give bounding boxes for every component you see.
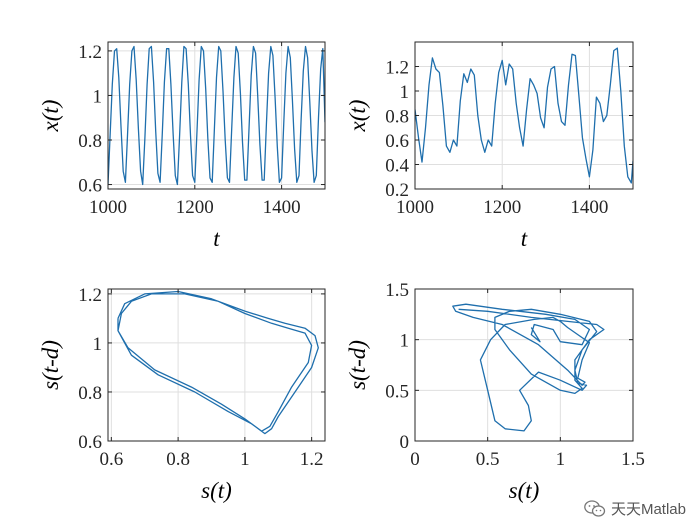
series-line bbox=[117, 290, 319, 435]
grid bbox=[108, 289, 325, 442]
x-tick-label: 0.5 bbox=[476, 449, 500, 470]
y-axis-label: s(t-d) bbox=[38, 340, 63, 390]
subplot-bottom-right: 0 0.5 1 1.5 0 0.5 1 1.5 s(t) s(t-d) bbox=[345, 280, 645, 503]
subplot-bottom-left: 0.6 0.8 1 1.2 0.6 0.8 1 1.2 s(t) s(t-d) bbox=[38, 285, 326, 503]
x-tick-label: 1400 bbox=[263, 197, 301, 218]
x-tick-label: 0.6 bbox=[99, 449, 123, 470]
y-tick-label: 0.6 bbox=[385, 131, 409, 152]
y-tick-label: 0.8 bbox=[78, 383, 102, 404]
y-tick-label: 1 bbox=[93, 86, 103, 107]
wechat-icon bbox=[584, 499, 606, 517]
y-tick-label: 0.6 bbox=[78, 176, 102, 197]
watermark-text: 天天Matlab bbox=[610, 501, 686, 518]
y-axis-label: x(t) bbox=[345, 100, 370, 133]
y-tick-label: 1 bbox=[400, 331, 410, 352]
y-tick-label: 0.8 bbox=[78, 131, 102, 152]
y-tick-label: 1.2 bbox=[385, 58, 409, 79]
y-tick-label: 1 bbox=[93, 334, 103, 355]
subplot-top-left: 1000 1200 1400 0.6 0.8 1 1.2 t x(t) bbox=[38, 41, 326, 251]
x-axis-label: t bbox=[521, 226, 528, 251]
y-axis-label: x(t) bbox=[38, 100, 63, 133]
x-tick-label: 1000 bbox=[89, 197, 127, 218]
x-tick-label: 1000 bbox=[396, 197, 434, 218]
x-tick-label: 1400 bbox=[570, 197, 608, 218]
x-tick-label: 1.5 bbox=[621, 449, 645, 470]
subplot-top-right: 1000 1200 1400 0.2 0.4 0.6 0.8 1 1.2 t x(t) bbox=[345, 41, 634, 251]
y-tick-label: 1 bbox=[400, 82, 410, 103]
x-axis-label: t bbox=[213, 226, 220, 251]
x-tick-label: 0 bbox=[410, 449, 420, 470]
y-tick-label: 0.8 bbox=[385, 107, 409, 128]
x-axis-label: s(t) bbox=[509, 478, 540, 503]
x-tick-label: 0.8 bbox=[166, 449, 190, 470]
x-tick-label: 1200 bbox=[483, 197, 521, 218]
y-tick-label: 0.2 bbox=[385, 180, 409, 201]
y-tick-label: 0.6 bbox=[78, 432, 102, 453]
y-axis-label: s(t-d) bbox=[345, 340, 370, 390]
x-axis-label: s(t) bbox=[201, 478, 232, 503]
y-tick-label: 0.4 bbox=[385, 156, 409, 177]
y-tick-label: 1.5 bbox=[385, 280, 409, 301]
axes-box bbox=[107, 288, 326, 442]
grid bbox=[414, 42, 633, 190]
series-line bbox=[415, 47, 633, 184]
x-tick-label: 1200 bbox=[176, 197, 214, 218]
y-tick-label: 0 bbox=[400, 432, 410, 453]
series-line bbox=[452, 303, 605, 432]
axes-box bbox=[107, 41, 326, 190]
x-tick-label: 1.2 bbox=[300, 449, 324, 470]
series-line bbox=[108, 45, 325, 186]
watermark: 天天Matlab bbox=[584, 498, 686, 519]
y-tick-label: 0.5 bbox=[385, 381, 409, 402]
x-tick-label: 1 bbox=[240, 449, 250, 470]
y-tick-label: 1.2 bbox=[78, 42, 102, 63]
x-tick-label: 1 bbox=[556, 449, 566, 470]
axes-box bbox=[414, 288, 634, 442]
y-tick-label: 1.2 bbox=[78, 285, 102, 306]
